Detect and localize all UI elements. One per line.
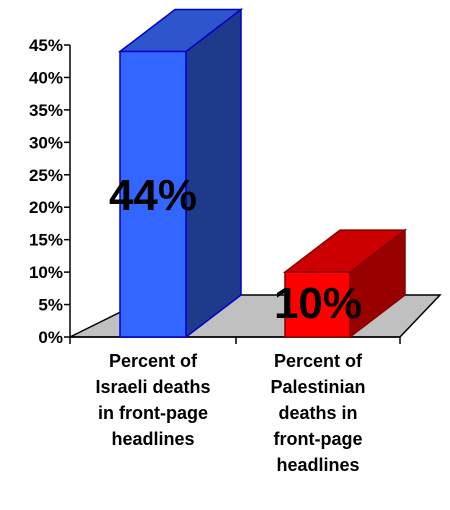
category-label-line: Israeli deaths [95,377,210,397]
y-tick-label: 40% [29,68,63,87]
category-label-line: Palestinian [270,377,365,397]
category-label-line: Percent of [109,351,198,371]
y-tick-label: 0% [38,328,63,347]
bar [117,7,244,339]
y-tick-label: 20% [29,198,63,217]
bar [282,228,408,339]
data-label: 44% [109,171,197,220]
category-label-line: deaths in [278,403,357,423]
y-tick-label: 30% [29,133,63,152]
y-tick-label: 15% [29,231,63,250]
labels-layer: 44% 10% Percent of Israeli deaths in front-p… [95,171,365,475]
y-tick-label: 25% [29,166,63,185]
category-label: Percent of Israeli deaths in front-page hea… [95,351,210,449]
data-label: 10% [274,279,362,328]
bar-front [119,50,187,338]
y-tick-label: 10% [29,263,63,282]
y-tick-label: 45% [29,36,63,55]
category-label-line: in front-page [98,403,208,423]
category-label-line: front-page [274,429,363,449]
category-label-line: Percent of [274,351,363,371]
y-tick-label: 5% [38,296,63,315]
bar-front [284,271,351,338]
y-tick-label: 35% [29,101,63,120]
category-label-line: headlines [276,455,359,475]
bars-layer [117,7,408,339]
category-label: Percent of Palestinian deaths in front-page… [270,351,365,475]
category-label-line: headlines [111,429,194,449]
